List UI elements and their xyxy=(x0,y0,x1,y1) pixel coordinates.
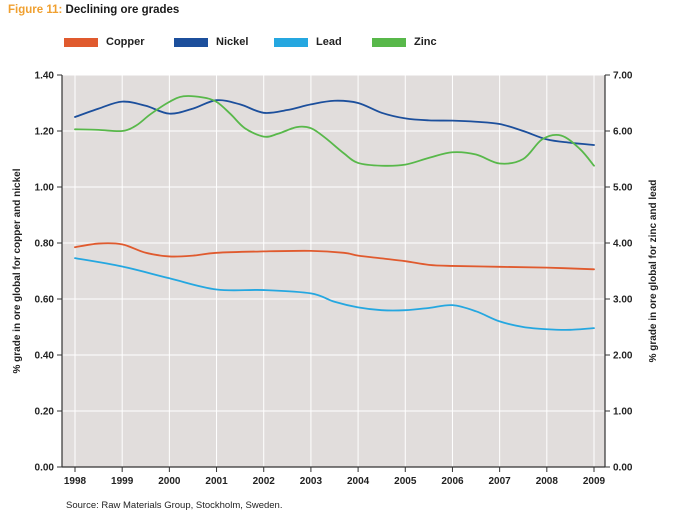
y-left-tick-label: 0.40 xyxy=(35,351,55,362)
x-tick-label: 2005 xyxy=(394,476,417,487)
y-left-tick-label: 0.20 xyxy=(35,407,55,418)
x-tick-label: 2002 xyxy=(253,476,276,487)
x-tick-label: 2008 xyxy=(536,476,559,487)
legend-item-copper: Copper xyxy=(64,36,145,48)
y-left-tick-label: 0.00 xyxy=(35,463,55,474)
y-right-tick-label: 5.00 xyxy=(613,183,633,194)
x-tick-label: 2007 xyxy=(489,476,512,487)
x-tick-label: 2000 xyxy=(158,476,181,487)
series-line-lead xyxy=(74,257,595,331)
x-tick-label: 2006 xyxy=(441,476,464,487)
y-right-tick-label: 2.00 xyxy=(613,351,633,362)
plot-area xyxy=(62,75,605,467)
legend-label-zinc: Zinc xyxy=(414,36,437,48)
y-right-tick-label: 4.00 xyxy=(613,239,633,250)
y-left-tick-label: 1.40 xyxy=(35,71,55,82)
y-left-tick-label: 0.60 xyxy=(35,295,55,306)
y-right-tick-label: 7.00 xyxy=(613,71,633,82)
y-right-tick-label: 6.00 xyxy=(613,127,633,138)
legend-item-zinc: Zinc xyxy=(372,36,437,48)
series-line-copper xyxy=(74,242,595,271)
x-tick-label: 2001 xyxy=(205,476,228,487)
legend-swatch-lead xyxy=(274,37,308,47)
y-right-tick-label: 3.00 xyxy=(613,295,633,306)
series-line-zinc xyxy=(74,95,595,167)
legend-swatch-copper xyxy=(64,37,98,47)
y-left-tick-label: 1.20 xyxy=(35,127,55,138)
y-left-axis-title: % grade in ore global for copper and nic… xyxy=(12,168,23,373)
legend-swatch-zinc xyxy=(372,37,406,47)
x-tick-label: 1999 xyxy=(111,476,134,487)
x-tick-label: 1998 xyxy=(64,476,87,487)
figure-title-text: Declining ore grades xyxy=(65,4,180,16)
y-right-tick-label: 0.00 xyxy=(613,463,633,474)
legend-label-nickel: Nickel xyxy=(216,36,249,48)
figure-label: Figure 11: xyxy=(8,4,63,16)
legend-swatch-nickel xyxy=(174,37,208,47)
legend-item-nickel: Nickel xyxy=(174,36,248,48)
legend-item-lead: Lead xyxy=(274,36,342,48)
figure-title: Figure 11: Declining ore grades xyxy=(8,4,179,16)
y-right-tick-label: 1.00 xyxy=(613,407,633,418)
x-tick-label: 2009 xyxy=(583,476,606,487)
y-left-tick-label: 1.00 xyxy=(35,183,55,194)
legend-label-lead: Lead xyxy=(316,36,342,48)
y-right-axis-title: % grade in ore global for zinc and lead xyxy=(648,180,659,363)
legend-label-copper: Copper xyxy=(106,36,145,48)
series-line-nickel xyxy=(74,99,595,146)
source-note: Source: Raw Materials Group, Stockholm, … xyxy=(66,500,283,511)
x-tick-label: 2003 xyxy=(300,476,323,487)
y-left-tick-label: 0.80 xyxy=(35,239,55,250)
x-tick-label: 2004 xyxy=(347,476,370,487)
